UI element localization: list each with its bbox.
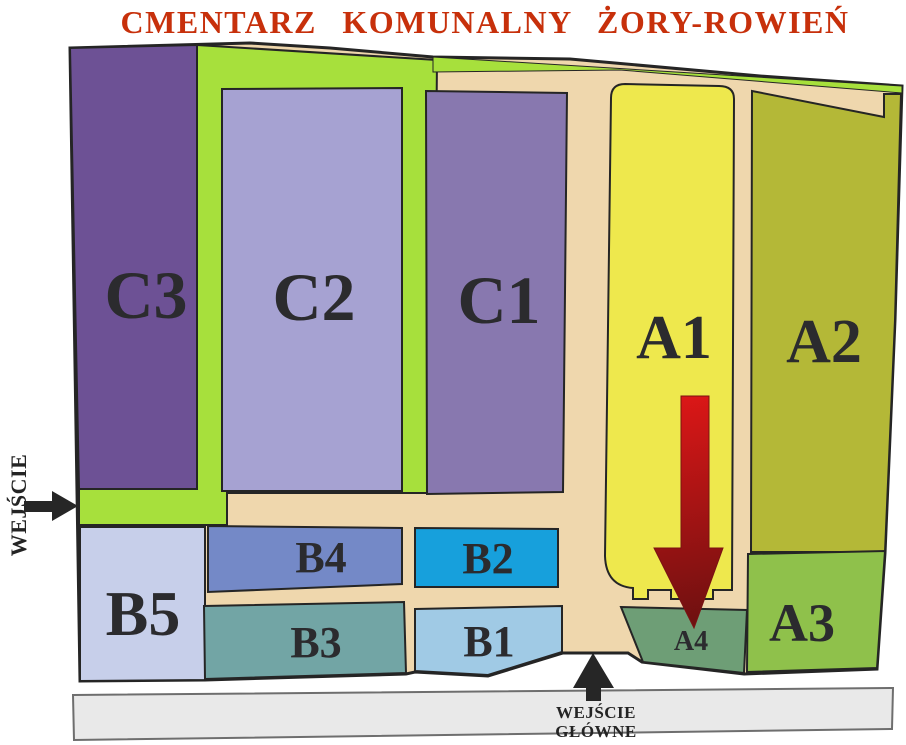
side-entrance-arrow-icon bbox=[24, 491, 78, 521]
main-entrance-arrow-icon bbox=[573, 653, 614, 701]
section-a3-area bbox=[745, 549, 887, 674]
section-b1-area bbox=[414, 604, 563, 677]
section-a2-area bbox=[749, 89, 903, 553]
section-b2-area bbox=[414, 526, 559, 588]
section-a3-label: A3 bbox=[769, 593, 835, 653]
section-b2-label: B2 bbox=[462, 534, 513, 583]
section-a2-label: A2 bbox=[786, 308, 862, 376]
section-a4-area bbox=[619, 605, 749, 675]
main-entrance-label-line2: GŁÓWNE bbox=[555, 722, 636, 741]
main-entrance-label-line1: WEJŚCIE bbox=[556, 703, 636, 722]
section-c1-area bbox=[424, 89, 569, 496]
section-b4-label: B4 bbox=[295, 533, 346, 582]
section-b1-label: B1 bbox=[463, 617, 514, 666]
road bbox=[71, 686, 895, 742]
section-c1-label: C1 bbox=[457, 262, 540, 338]
section-c3-label: C3 bbox=[104, 257, 187, 333]
section-b3-label: B3 bbox=[290, 618, 341, 667]
section-b4-area bbox=[207, 524, 403, 594]
section-a4-label: A4 bbox=[674, 626, 708, 657]
location-marker-arrow-icon bbox=[653, 395, 724, 630]
grass-top-strip bbox=[432, 56, 903, 94]
section-c2-area bbox=[221, 86, 403, 492]
section-b3-area bbox=[202, 600, 408, 681]
section-a1-label: A1 bbox=[636, 304, 712, 372]
section-c2-label: C2 bbox=[272, 259, 355, 335]
page-title: CMENTARZ KOMUNALNY ŻORY-ROWIEŃ bbox=[121, 4, 850, 40]
section-c3-area bbox=[68, 43, 198, 490]
section-b5-label: B5 bbox=[106, 578, 181, 649]
